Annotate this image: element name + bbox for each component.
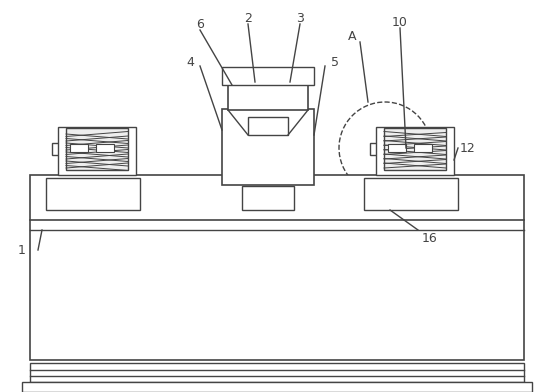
Bar <box>30 363 524 385</box>
Text: A: A <box>348 29 356 42</box>
Bar <box>376 127 454 175</box>
Text: 1: 1 <box>18 243 26 256</box>
Bar <box>22 382 532 392</box>
Bar <box>388 144 406 152</box>
Bar <box>98 143 128 155</box>
Bar <box>222 109 314 185</box>
Text: 6: 6 <box>196 18 204 31</box>
Bar <box>248 117 288 135</box>
Bar <box>66 128 128 170</box>
Bar <box>30 175 524 360</box>
Bar <box>384 128 446 170</box>
Bar <box>228 80 308 110</box>
Bar <box>46 178 140 210</box>
Bar <box>416 143 446 155</box>
Bar <box>242 186 294 210</box>
Bar <box>70 144 88 152</box>
Bar <box>364 178 458 210</box>
Text: 10: 10 <box>392 16 408 29</box>
Bar <box>58 127 136 175</box>
Text: 5: 5 <box>331 56 339 69</box>
Bar <box>52 143 82 155</box>
Bar <box>370 143 400 155</box>
Text: 4: 4 <box>186 56 194 69</box>
Text: 12: 12 <box>460 142 476 154</box>
Text: 16: 16 <box>422 232 438 245</box>
Bar <box>222 67 314 85</box>
Text: 2: 2 <box>244 11 252 25</box>
Bar <box>96 144 114 152</box>
Text: 3: 3 <box>296 11 304 25</box>
Bar <box>414 144 432 152</box>
